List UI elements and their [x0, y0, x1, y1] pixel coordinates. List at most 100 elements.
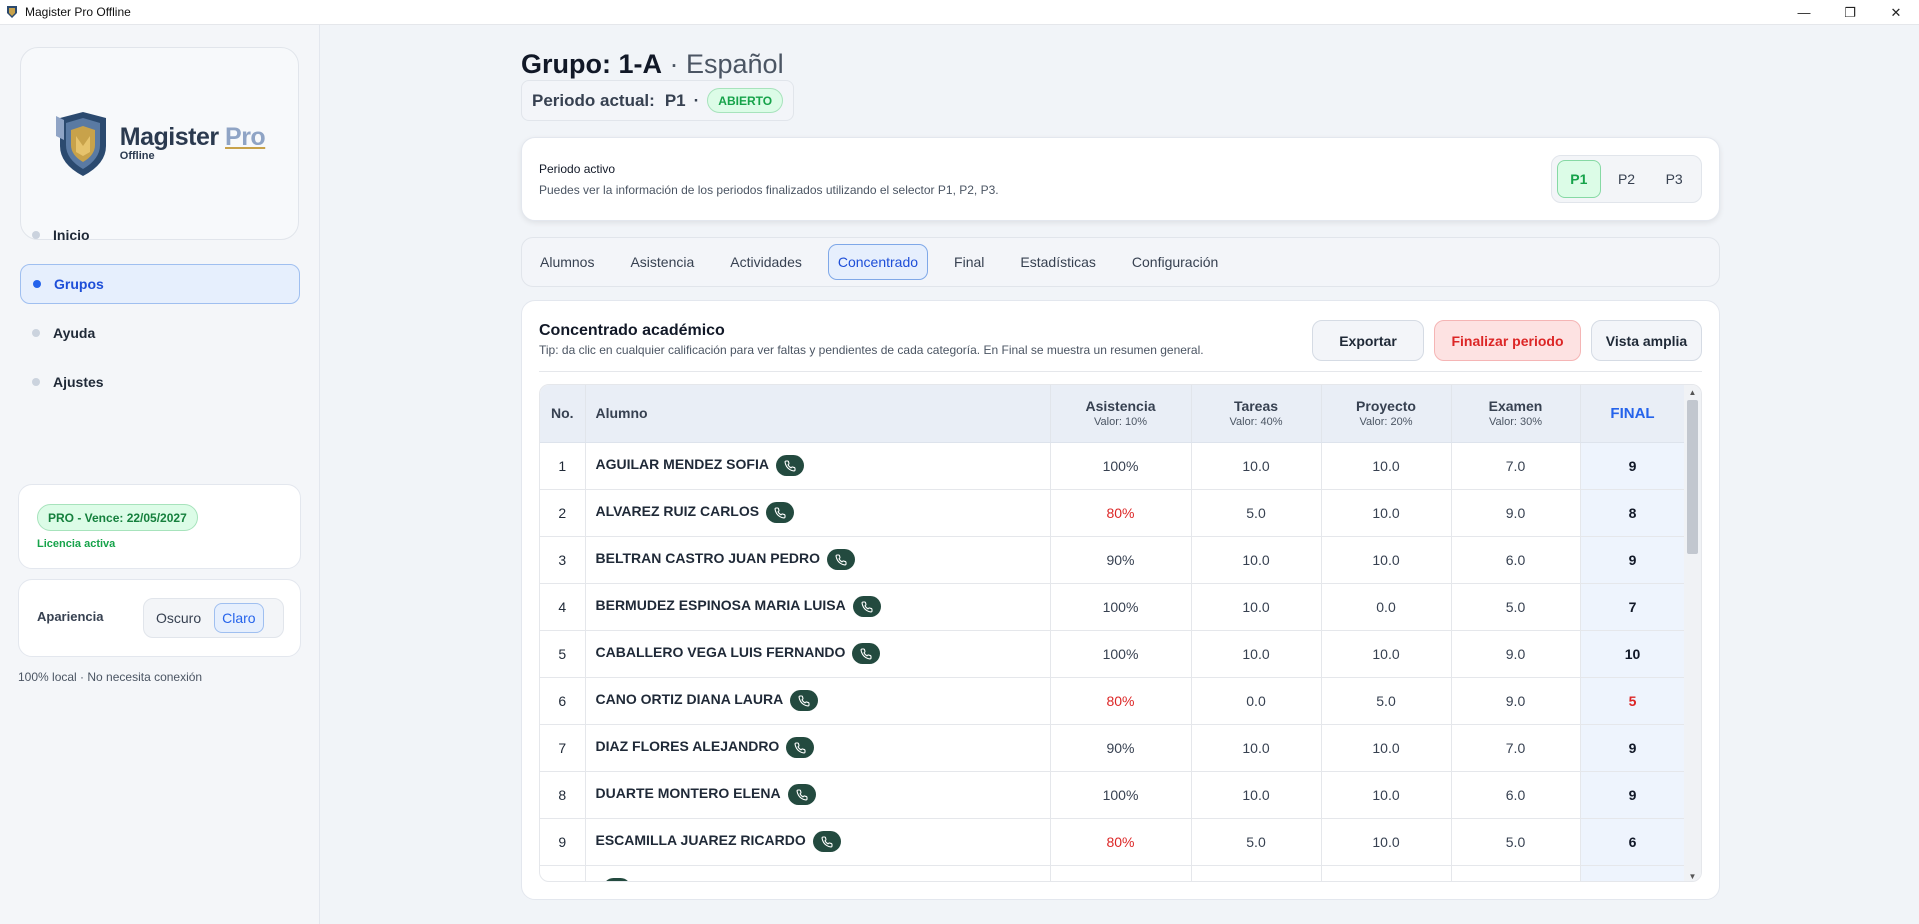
final-grade[interactable]: 9	[1580, 442, 1686, 490]
tasks-grade[interactable]: 0.0	[1191, 677, 1322, 725]
exam-grade[interactable]: 7.0	[1451, 724, 1581, 772]
phone-icon[interactable]	[786, 737, 815, 758]
phone-icon[interactable]	[790, 690, 819, 711]
final-grade[interactable]: 10	[1580, 630, 1686, 678]
sidebar-item-label: Ajustes	[53, 374, 104, 390]
tab-alumnos[interactable]: Alumnos	[540, 254, 595, 270]
project-grade[interactable]: 10.0	[1321, 536, 1452, 584]
project-grade[interactable]: 10.0	[1321, 442, 1452, 490]
exam-grade[interactable]: 5.0	[1451, 583, 1581, 631]
scroll-up-arrow-icon[interactable]: ▲	[1688, 387, 1697, 397]
final-grade[interactable]: 5	[1580, 677, 1686, 725]
phone-icon[interactable]	[852, 596, 881, 617]
attendance-grade[interactable]: 100%	[1050, 583, 1192, 631]
sidebar-item-grupos[interactable]: Grupos	[20, 264, 300, 304]
project-grade[interactable]: 10.0	[1321, 771, 1452, 819]
sidebar: Magister Pro Offline Inicio Grupos Ayuda…	[0, 25, 320, 924]
final-grade[interactable]: 9	[1580, 771, 1686, 819]
tab-concentrado[interactable]: Concentrado	[827, 244, 929, 280]
student-cell: AGUILAR MENDEZ SOFIA	[585, 442, 1051, 490]
project-grade[interactable]: 5.0	[1321, 677, 1452, 725]
license-badge: PRO - Vence: 22/05/2027	[37, 504, 198, 531]
exam-grade[interactable]: 9.0	[1451, 677, 1581, 725]
close-button[interactable]: ✕	[1890, 4, 1902, 20]
sidebar-item-inicio[interactable]: Inicio	[20, 215, 300, 255]
tasks-grade[interactable]: 10.0	[1191, 442, 1322, 490]
table-row: 4 BERMUDEZ ESPINOSA MARIA LUISA 100% 10.0 0.…	[540, 583, 1686, 631]
column-header-exam: Examen Valor: 30%	[1451, 385, 1581, 443]
exam-grade[interactable]: 7.0	[1451, 442, 1581, 490]
table-row: 8 DUARTE MONTERO ELENA 100% 10.0 10.0 6.0 9	[540, 771, 1686, 819]
phone-icon[interactable]	[766, 502, 795, 523]
column-header-label: Proyecto	[1356, 398, 1416, 415]
column-weight: Valor: 30%	[1489, 416, 1542, 429]
final-grade[interactable]: 9	[1580, 536, 1686, 584]
tasks-grade[interactable]: 10.0	[1191, 536, 1322, 584]
tasks-grade[interactable]: 10.0	[1191, 724, 1322, 772]
attendance-grade[interactable]: 100%	[1050, 630, 1192, 678]
tasks-grade[interactable]: 10.0	[1191, 583, 1322, 631]
attendance-grade[interactable]: 90%	[1050, 724, 1192, 772]
table-scrollbar[interactable]: ▲ ▼	[1684, 385, 1701, 881]
phone-icon[interactable]	[827, 549, 856, 570]
phone-icon[interactable]	[787, 784, 816, 805]
phone-icon[interactable]	[812, 831, 841, 852]
attendance-grade[interactable]: 80%	[1050, 677, 1192, 725]
sidebar-item-ayuda[interactable]: Ayuda	[20, 313, 300, 353]
attendance-grade[interactable]: 90%	[1050, 536, 1192, 584]
final-grade[interactable]: 9	[1580, 724, 1686, 772]
wide-view-button[interactable]: Vista amplia	[1591, 320, 1702, 361]
tasks-grade[interactable]	[1191, 865, 1322, 881]
student-cell: ALVAREZ RUIZ CARLOS	[585, 489, 1051, 537]
exam-grade[interactable]: 6.0	[1451, 771, 1581, 819]
tab-actividades[interactable]: Actividades	[730, 254, 802, 270]
exam-grade[interactable]: 9.0	[1451, 489, 1581, 537]
attendance-grade[interactable]: 80%	[1050, 818, 1192, 866]
final-grade[interactable]: 6	[1580, 818, 1686, 866]
period-p3-button[interactable]: P3	[1665, 171, 1683, 187]
period-p2-button[interactable]: P2	[1617, 171, 1636, 187]
nav-dot-icon	[32, 329, 40, 337]
tab-configuracion[interactable]: Configuración	[1131, 254, 1219, 270]
project-grade[interactable]: 10.0	[1321, 724, 1452, 772]
project-grade[interactable]: 10.0	[1321, 818, 1452, 866]
exam-grade[interactable]: 9.0	[1451, 630, 1581, 678]
tab-final[interactable]: Final	[954, 254, 985, 270]
attendance-grade[interactable]: 100%	[1050, 771, 1192, 819]
restore-button[interactable]: ❐	[1844, 4, 1856, 20]
attendance-grade[interactable]: 100%	[1050, 442, 1192, 490]
project-grade[interactable]: 10.0	[1321, 630, 1452, 678]
exam-grade[interactable]: 6.0	[1451, 536, 1581, 584]
scroll-thumb[interactable]	[1687, 400, 1698, 554]
period-p1-button[interactable]: P1	[1557, 160, 1601, 198]
phone-icon[interactable]	[602, 878, 631, 881]
phone-icon[interactable]	[775, 455, 804, 476]
tasks-grade[interactable]: 10.0	[1191, 630, 1322, 678]
finalize-period-button[interactable]: Finalizar periodo	[1434, 320, 1581, 361]
sidebar-item-ajustes[interactable]: Ajustes	[20, 362, 300, 402]
attendance-grade[interactable]	[1050, 865, 1192, 881]
active-period-title: Periodo activo	[539, 162, 616, 176]
minimize-button[interactable]: —	[1797, 5, 1811, 20]
tasks-grade[interactable]: 5.0	[1191, 489, 1322, 537]
tab-estadisticas[interactable]: Estadísticas	[1020, 254, 1096, 270]
project-grade[interactable]	[1321, 865, 1452, 881]
phone-icon[interactable]	[852, 643, 881, 664]
row-number: 4	[540, 583, 586, 631]
project-grade[interactable]: 0.0	[1321, 583, 1452, 631]
tasks-grade[interactable]: 5.0	[1191, 818, 1322, 866]
exam-grade[interactable]: 5.0	[1451, 818, 1581, 866]
final-grade[interactable]: 7	[1580, 583, 1686, 631]
scroll-down-arrow-icon[interactable]: ▼	[1688, 871, 1697, 881]
theme-dark-option[interactable]: Oscuro	[156, 610, 202, 626]
exam-grade[interactable]	[1451, 865, 1581, 881]
final-grade[interactable]: 8	[1580, 489, 1686, 537]
project-grade[interactable]: 10.0	[1321, 489, 1452, 537]
theme-light-option[interactable]: Claro	[214, 603, 264, 633]
final-grade[interactable]	[1580, 865, 1686, 881]
tasks-grade[interactable]: 10.0	[1191, 771, 1322, 819]
tab-asistencia[interactable]: Asistencia	[630, 254, 695, 270]
grades-table: No. Alumno Asistencia Valor: 10% Tareas Va…	[540, 385, 1686, 881]
attendance-grade[interactable]: 80%	[1050, 489, 1192, 537]
export-button[interactable]: Exportar	[1312, 320, 1424, 361]
